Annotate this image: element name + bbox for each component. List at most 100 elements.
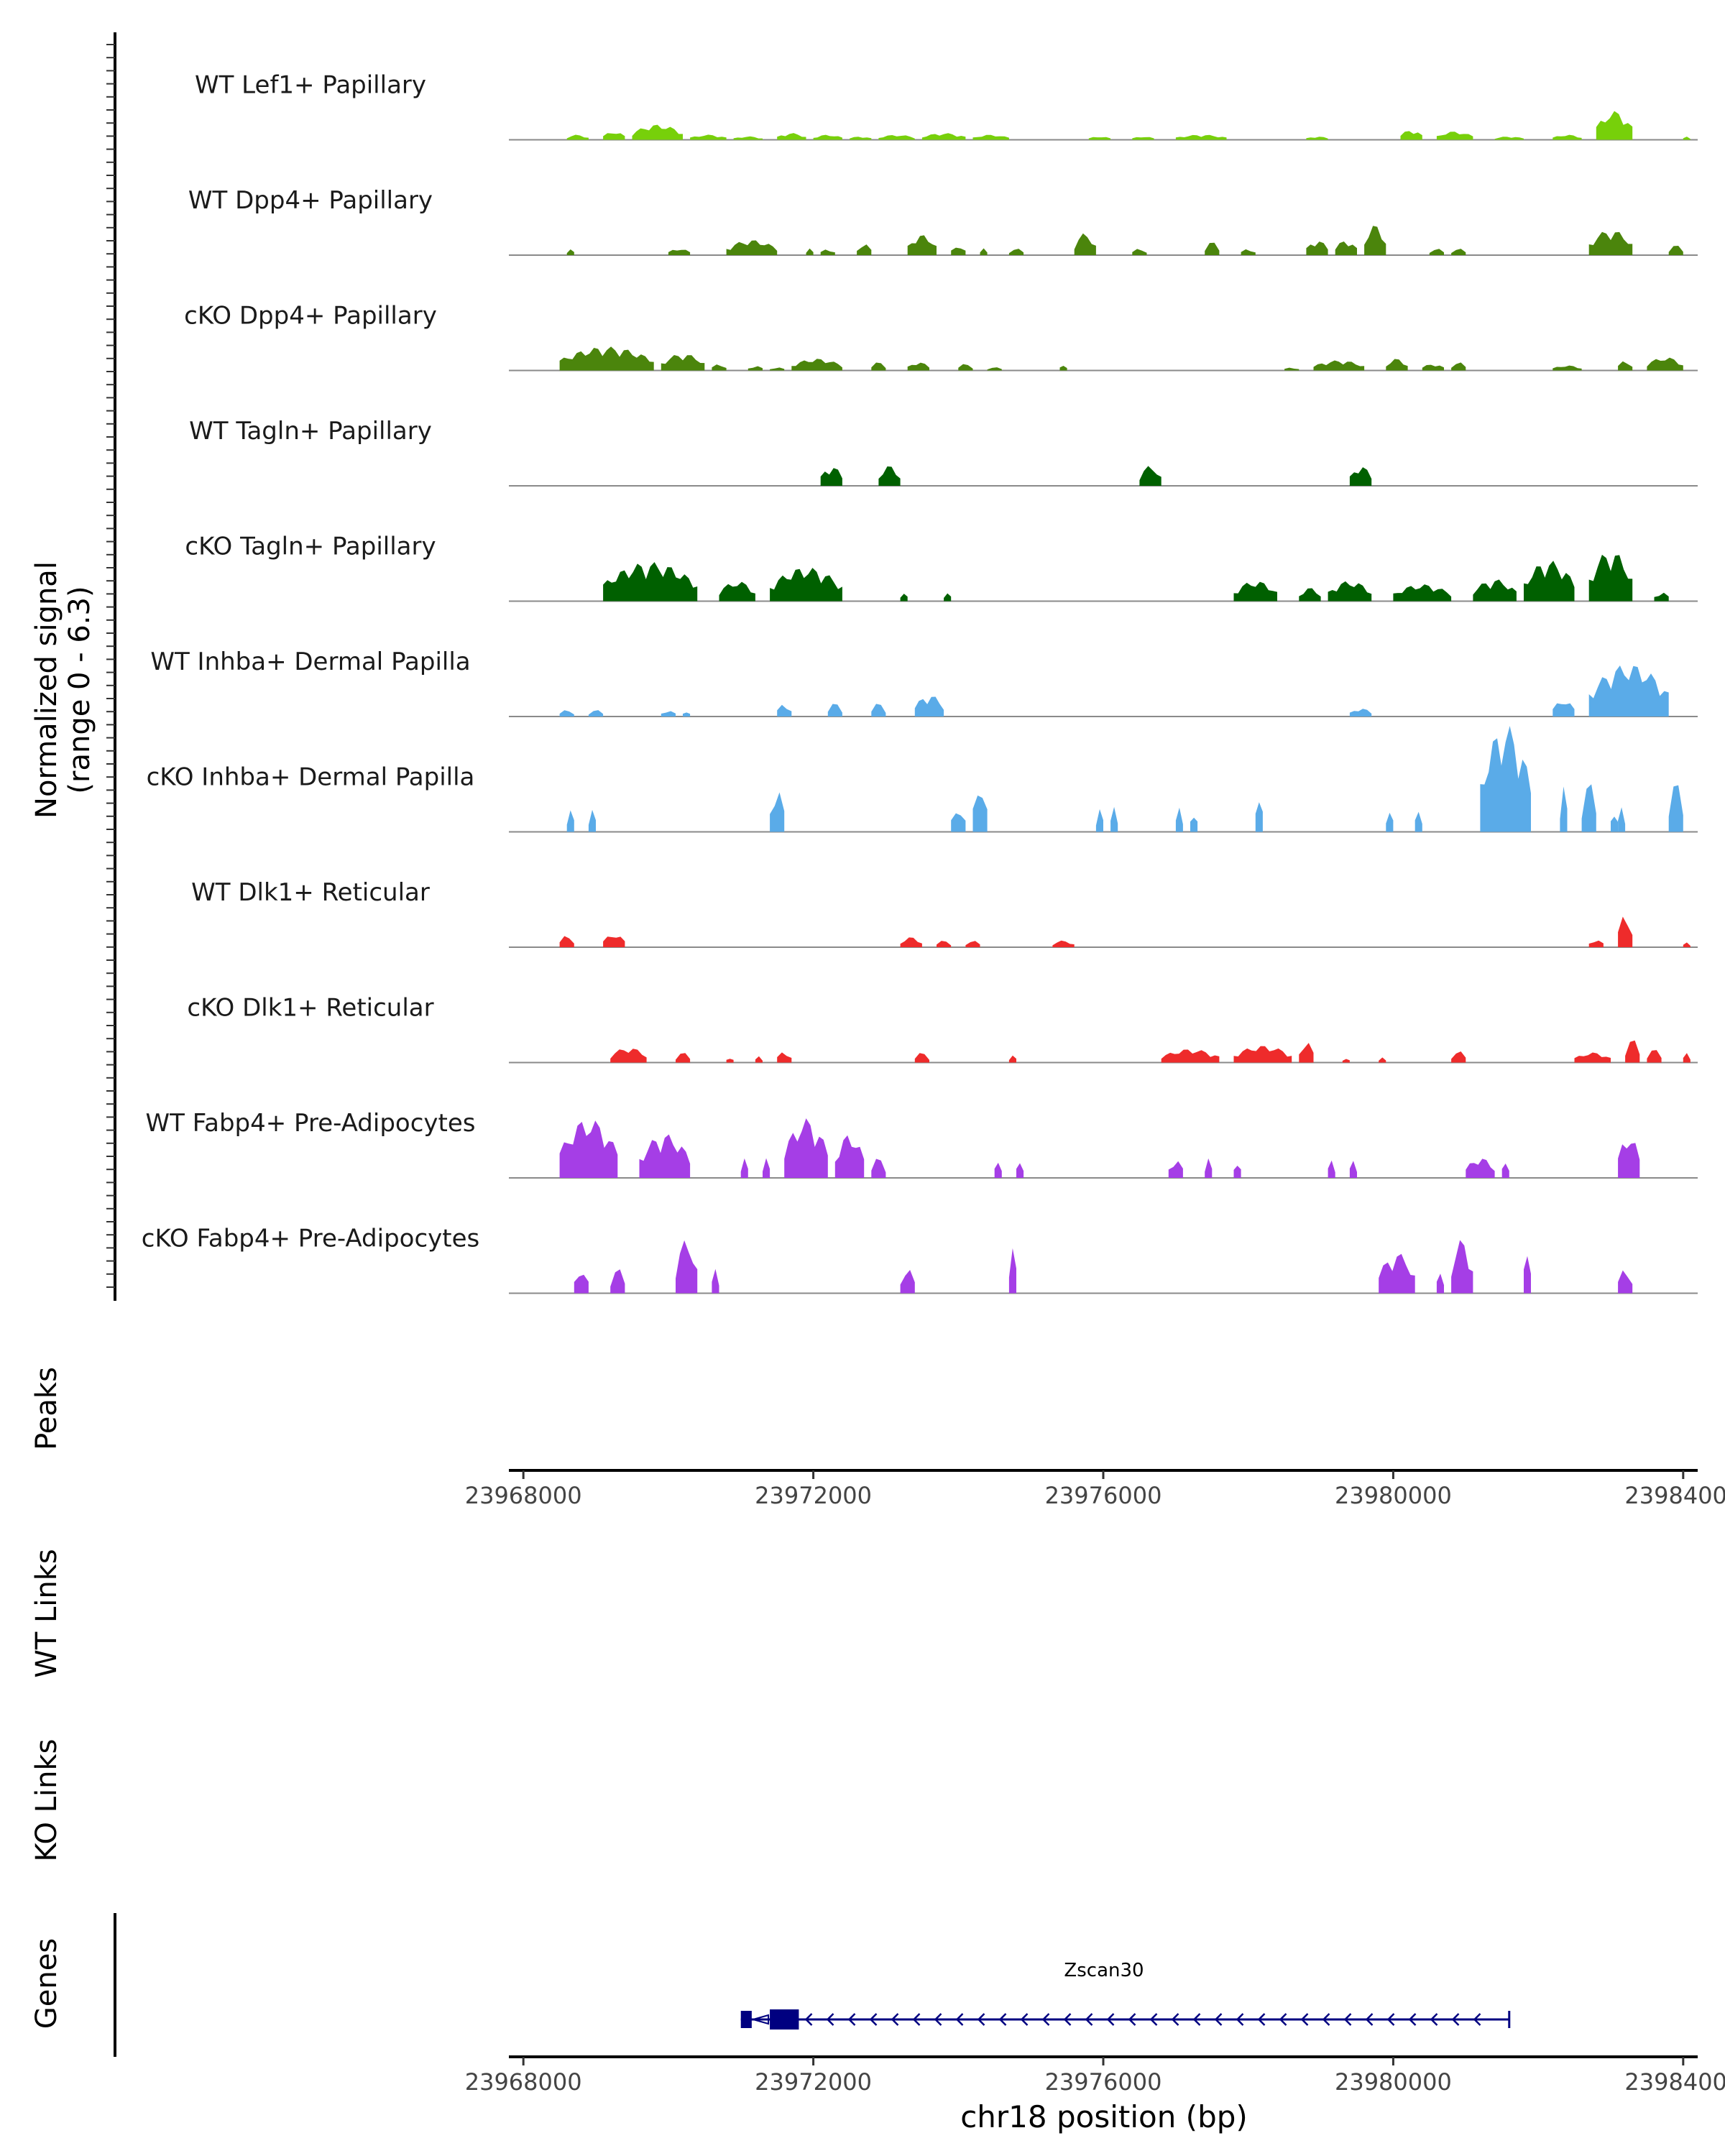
signal-peak <box>1574 1052 1611 1063</box>
coverage-y-ticks <box>106 44 115 1288</box>
track-label: cKO Dpp4+ Papillary <box>184 302 437 331</box>
signal-peak <box>683 712 691 717</box>
x-tick-label: 23972000 <box>755 2068 872 2096</box>
signal-peak <box>994 1162 1002 1178</box>
signal-peak <box>878 466 901 486</box>
track-wt-dpp4-papillary: WT Dpp4+ Papillary <box>188 186 1698 256</box>
strand-arrow <box>1365 2013 1374 2026</box>
signal-peak <box>676 1240 698 1294</box>
strand-arrow <box>934 2013 942 2026</box>
strand-arrow <box>1149 2013 1158 2026</box>
signal-peak <box>1110 806 1118 832</box>
track-cko-dpp4-papillary: cKO Dpp4+ Papillary <box>184 302 1698 372</box>
signal-peak <box>603 562 698 602</box>
signal-peak <box>921 133 966 140</box>
signal-peak <box>1451 249 1466 255</box>
signal-peak <box>1451 1240 1473 1294</box>
signal-peak <box>1299 588 1321 602</box>
track-label: WT Fabp4+ Pre-Adipocytes <box>146 1109 476 1138</box>
signal-peak <box>1581 784 1596 832</box>
strand-arrow <box>1408 2013 1417 2026</box>
signal-peak <box>987 367 1002 371</box>
signal-peak <box>1175 807 1183 832</box>
signal-peak <box>951 813 966 832</box>
strand-arrow <box>1386 2013 1395 2026</box>
signal-peak <box>726 1059 734 1063</box>
signal-peak <box>1335 241 1357 255</box>
track-label: WT Tagln+ Papillary <box>189 417 432 446</box>
signal-peak <box>1625 1040 1640 1063</box>
signal-peak <box>1400 131 1422 140</box>
signal-peak <box>755 1056 763 1063</box>
signal-peak <box>1552 365 1582 371</box>
signal-peak <box>914 1053 929 1063</box>
x-tick-label: 23984000 <box>1624 2068 1725 2096</box>
strand-arrow <box>1473 2013 1481 2026</box>
signal-peak <box>733 136 763 140</box>
strand-arrow <box>869 2013 878 2026</box>
signal-peak <box>719 581 755 602</box>
signal-peak <box>1611 816 1619 832</box>
signal-peak <box>1074 233 1096 255</box>
signal-peak <box>1618 1270 1633 1294</box>
signal-peak <box>1386 359 1408 371</box>
signal-peak <box>1451 1051 1466 1063</box>
x-tick-label: 23976000 <box>1045 2068 1162 2096</box>
signal-peak <box>1168 1161 1183 1178</box>
signal-peak <box>1132 137 1154 140</box>
signal-peak <box>900 937 922 947</box>
signal-peak <box>1306 137 1328 140</box>
signal-peak <box>632 124 683 140</box>
signal-peak <box>1501 1164 1509 1178</box>
track-cko-dlk1-reticular: cKO Dlk1+ Reticular <box>187 994 1698 1064</box>
gene-exon <box>770 2009 799 2030</box>
track-cko-inhba-dermal-papilla: cKO Inhba+ Dermal Papilla <box>147 726 1698 833</box>
x-tick-label: 23980000 <box>1335 2068 1452 2096</box>
strand-arrow <box>804 2013 813 2026</box>
signal-peak <box>1349 467 1372 486</box>
signal-peak <box>574 1274 589 1294</box>
track-label: cKO Inhba+ Dermal Papilla <box>147 763 475 792</box>
x-tick-label: 23968000 <box>465 1482 582 1509</box>
signal-peak <box>610 1269 625 1294</box>
signal-peak <box>1647 1050 1662 1063</box>
gene-name-label: Zscan30 <box>1064 1960 1144 1981</box>
strand-arrow <box>1041 2013 1050 2026</box>
strand-arrow <box>1020 2013 1029 2026</box>
signal-peak <box>690 134 727 140</box>
signal-peak <box>1008 1055 1016 1063</box>
signal-peak <box>1052 940 1075 947</box>
signal-peak <box>878 135 915 140</box>
signal-peak <box>1008 249 1024 255</box>
signal-peak <box>712 1268 719 1294</box>
track-label: cKO Fabp4+ Pre-Adipocytes <box>142 1225 480 1253</box>
signal-peak <box>1654 592 1669 602</box>
signal-peak <box>559 1120 618 1178</box>
signal-peak <box>1436 1273 1444 1294</box>
strand-arrow <box>977 2013 985 2026</box>
signal-peak <box>1255 802 1263 832</box>
signal-peak <box>1683 137 1690 140</box>
signal-peak <box>1233 1046 1292 1063</box>
signal-peak <box>588 710 604 717</box>
signal-peak <box>871 362 886 371</box>
signal-peak <box>1349 709 1372 717</box>
y-axis-label-line1: Normalized signal <box>30 561 63 819</box>
track-cko-tagln-papillary: cKO Tagln+ Papillary <box>185 533 1698 602</box>
signal-peak <box>559 710 574 717</box>
signal-peak <box>1588 940 1604 947</box>
strand-arrow <box>1257 2013 1266 2026</box>
signal-peak <box>871 704 886 717</box>
signal-peak <box>871 1158 886 1178</box>
peaks-panel: Peaks 23968000 23972000 23976000 23980000 23… <box>30 1367 1725 1509</box>
signal-peak <box>1466 1158 1495 1178</box>
signal-peak <box>1618 361 1633 371</box>
signal-peak <box>1059 366 1067 371</box>
strand-arrow <box>826 2013 834 2026</box>
track-label: WT Inhba+ Dermal Papilla <box>150 648 470 676</box>
track-label: WT Lef1+ Papillary <box>195 71 426 100</box>
signal-peak <box>1139 466 1162 486</box>
strand-arrow <box>1451 2013 1460 2026</box>
signal-peak <box>1588 231 1633 255</box>
signal-peak <box>951 247 966 255</box>
